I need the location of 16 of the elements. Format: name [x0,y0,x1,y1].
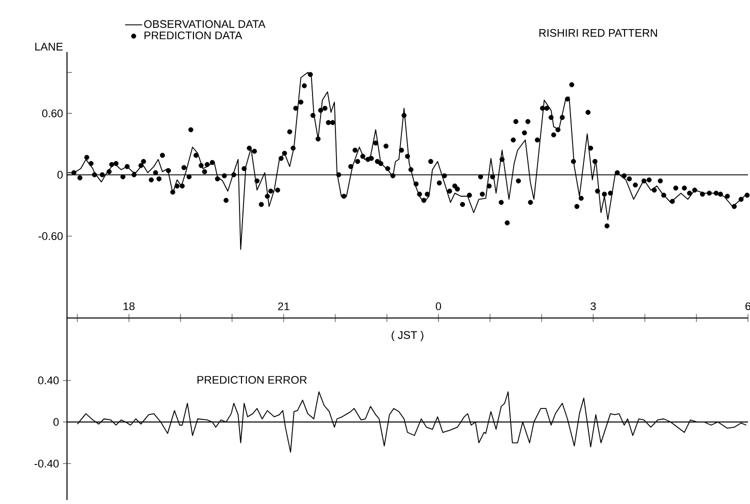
y-tick-label: 0 [53,418,59,426]
x-tick-label: 3 [590,302,596,310]
x-axis-title: ( JST ) [392,330,424,342]
y-axis-title: LANE [35,42,63,50]
x-tick-label: 18 [124,302,135,310]
x-tick-label: 21 [278,302,290,310]
y-tick-label: 0 [57,170,63,179]
y-tick-label: -0.40 [34,460,59,468]
x-tick-label: 0 [436,302,442,310]
y-tick-label: 0.40 [38,376,59,384]
y-tick-label: 0.60 [42,110,63,118]
y-tick-label: -0.60 [38,232,63,240]
annotation: PREDICTION ERROR [198,376,307,384]
legend-label: PREDICTION DATA [144,32,242,40]
legend-label: OBSERVATIONAL DATA [144,20,266,28]
chart-title: RISHIRI RED PATTERN [539,29,657,37]
